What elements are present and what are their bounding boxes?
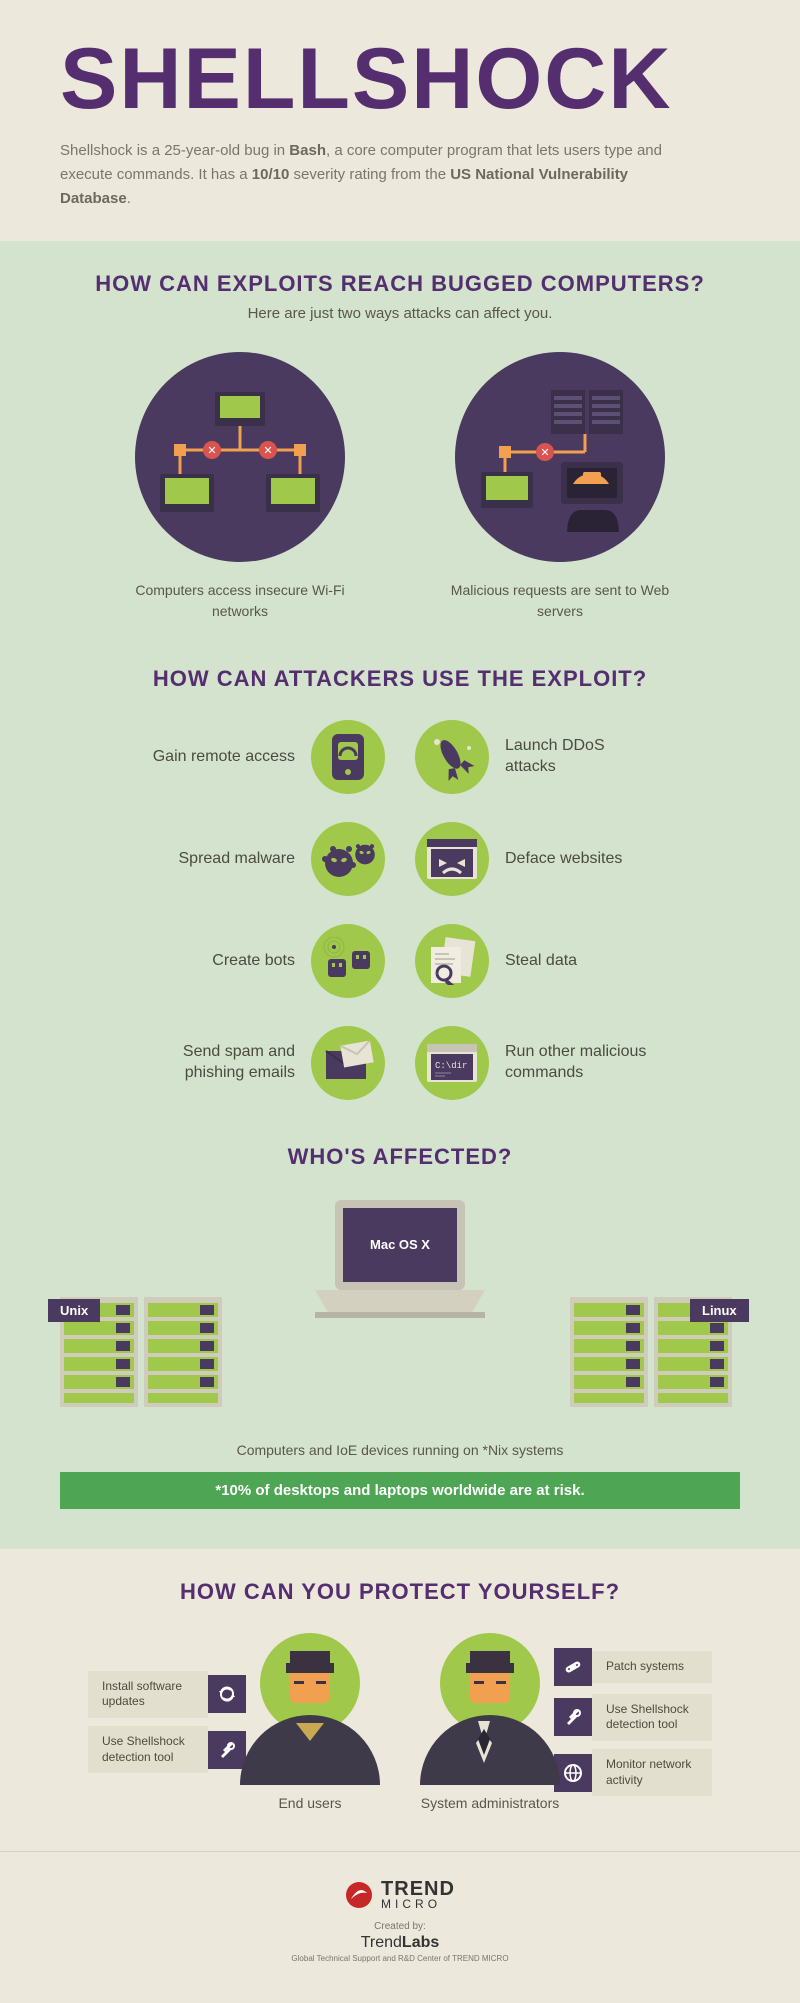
svg-text:C:\dir: C:\dir xyxy=(435,1061,467,1071)
section-protect: HOW CAN YOU PROTECT YOURSELF? Install so… xyxy=(0,1549,800,1851)
end-user-tips: Install software updates Use Shellshock … xyxy=(88,1671,246,1773)
svg-text:✕: ✕ xyxy=(540,447,549,459)
tip-text: Use Shellshock detection tool xyxy=(88,1726,208,1773)
footer-created-by: Created by: xyxy=(60,1921,740,1932)
exploit-remote-access: Gain remote access xyxy=(60,720,385,794)
spam-icon xyxy=(311,1026,385,1100)
affected-note: Computers and IoE devices running on *Ni… xyxy=(60,1442,740,1458)
ddos-icon xyxy=(415,720,489,794)
exploit-label: Launch DDoS attacks xyxy=(505,736,655,778)
macosx-tag: Mac OS X xyxy=(358,1233,442,1256)
infographic-page: SHELLSHOCK Shellshock is a 25-year-old b… xyxy=(0,0,800,2003)
macosx-laptop-icon: Mac OS X xyxy=(295,1194,505,1320)
section-subtitle: Here are just two ways attacks can affec… xyxy=(60,305,740,322)
tip-detection-tool: Use Shellshock detection tool xyxy=(88,1726,246,1773)
tip-text: Monitor network activity xyxy=(592,1749,712,1796)
person-body-icon xyxy=(240,1715,380,1785)
tip-detection-tool: Use Shellshock detection tool xyxy=(554,1694,712,1741)
tip-text: Patch systems xyxy=(592,1651,712,1683)
cmd-icon: C:\dir xyxy=(415,1026,489,1100)
header: SHELLSHOCK Shellshock is a 25-year-old b… xyxy=(0,0,800,241)
exploit-label: Run other malicious commands xyxy=(505,1042,655,1084)
sysadmins-block: System administrators Patch systems Use … xyxy=(420,1633,712,1811)
intro-part: . xyxy=(127,190,131,207)
exploit-label: Deface websites xyxy=(505,849,622,870)
unix-tag: Unix xyxy=(48,1299,100,1322)
exploit-deface: Deface websites xyxy=(415,822,740,896)
reach-item-wifi: ✕ ✕ Computers access insecure Wi-Fi netw… xyxy=(125,352,355,622)
intro-part: severity rating from the xyxy=(289,166,450,183)
footer-tagline: Global Technical Support and R&D Center … xyxy=(60,1954,740,1963)
protect-row: Install software updates Use Shellshock … xyxy=(60,1633,740,1811)
exploit-label: Create bots xyxy=(212,951,295,972)
exploit-label: Spread malware xyxy=(179,849,296,870)
svg-text:✕: ✕ xyxy=(263,445,272,457)
exploit-ddos: Launch DDoS attacks xyxy=(415,720,740,794)
exploit-grid: Gain remote access Launch DDoS attacks S… xyxy=(60,720,740,1100)
exploit-malware: Spread malware xyxy=(60,822,385,896)
person-label: End users xyxy=(278,1795,341,1811)
reach-item-server: ✕ Malicious requests are sent to Web ser… xyxy=(445,352,675,622)
exploit-label: Send spam and phishing emails xyxy=(145,1042,295,1084)
end-user-avatar: End users xyxy=(240,1633,380,1811)
steal-data-icon xyxy=(415,924,489,998)
intro-bold: 10/10 xyxy=(252,166,290,183)
svg-text:✕: ✕ xyxy=(207,445,216,457)
two-column-row: ✕ ✕ Computers access insecure Wi-Fi netw… xyxy=(60,352,740,622)
intro-text: Shellshock is a 25-year-old bug in Bash,… xyxy=(60,139,700,211)
sysadmin-tips: Patch systems Use Shellshock detection t… xyxy=(554,1648,712,1796)
exploit-label: Gain remote access xyxy=(153,747,295,768)
trend-micro-logo-icon xyxy=(345,1881,373,1909)
web-server-icon: ✕ xyxy=(455,352,665,562)
linux-server-icon: Linux xyxy=(570,1269,740,1320)
section-title: HOW CAN EXPLOITS REACH BUGGED COMPUTERS? xyxy=(60,271,740,297)
affected-row: Unix Mac OS X Linux xyxy=(60,1194,740,1320)
unix-server-icon: Unix xyxy=(60,1269,230,1320)
reach-caption: Malicious requests are sent to Web serve… xyxy=(445,580,675,622)
reach-caption: Computers access insecure Wi-Fi networks xyxy=(125,580,355,622)
person-body-icon xyxy=(420,1715,560,1785)
exploit-steal-data: Steal data xyxy=(415,924,740,998)
exploit-bots: Create bots xyxy=(60,924,385,998)
intro-bold: Bash xyxy=(289,142,326,159)
exploit-label: Steal data xyxy=(505,951,577,972)
footer-sub-brand: TrendLabs xyxy=(60,1934,740,1952)
footer: TREND MICRO Created by: TrendLabs Global… xyxy=(0,1851,800,2003)
intro-part: Shellshock is a 25-year-old bug in xyxy=(60,142,289,159)
section-title: HOW CAN ATTACKERS USE THE EXPLOIT? xyxy=(60,666,740,692)
patch-icon xyxy=(554,1648,592,1686)
section-exploits-reach: HOW CAN EXPLOITS REACH BUGGED COMPUTERS?… xyxy=(0,241,800,1549)
bots-icon xyxy=(311,924,385,998)
section-title: WHO'S AFFECTED? xyxy=(60,1144,740,1170)
main-title: SHELLSHOCK xyxy=(60,30,740,129)
deface-icon xyxy=(415,822,489,896)
end-users-block: Install software updates Use Shellshock … xyxy=(88,1633,380,1811)
tip-text: Use Shellshock detection tool xyxy=(592,1694,712,1741)
person-label: System administrators xyxy=(421,1795,559,1811)
linux-tag: Linux xyxy=(690,1299,749,1322)
sysadmin-avatar: System administrators xyxy=(420,1633,560,1811)
tip-install-updates: Install software updates xyxy=(88,1671,246,1718)
exploit-cmd: C:\dir Run other malicious commands xyxy=(415,1026,740,1100)
tip-text: Install software updates xyxy=(88,1671,208,1718)
tip-patch-systems: Patch systems xyxy=(554,1648,712,1686)
wifi-network-icon: ✕ ✕ xyxy=(135,352,345,562)
exploit-spam: Send spam and phishing emails xyxy=(60,1026,385,1100)
remote-access-icon xyxy=(311,720,385,794)
section-title: HOW CAN YOU PROTECT YOURSELF? xyxy=(60,1579,740,1605)
risk-bar: *10% of desktops and laptops worldwide a… xyxy=(60,1472,740,1509)
malware-icon xyxy=(311,822,385,896)
tip-monitor-network: Monitor network activity xyxy=(554,1749,712,1796)
